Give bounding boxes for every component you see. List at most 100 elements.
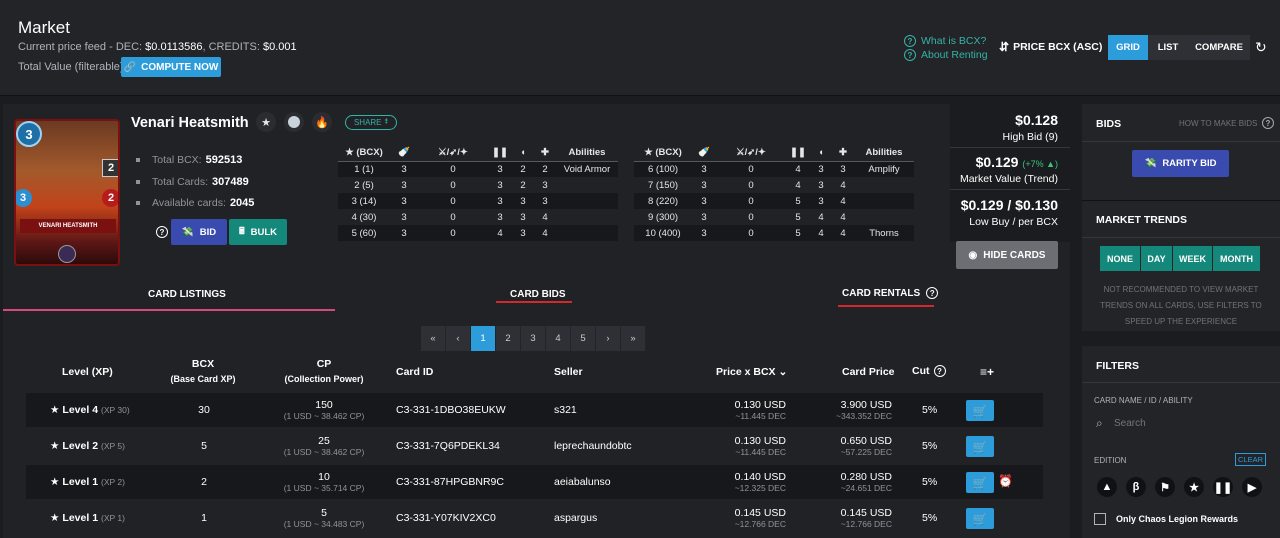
star-icon: ★ bbox=[50, 512, 60, 524]
sort-dropdown[interactable]: ⇵PRICE BCX (ASC)⌄ bbox=[999, 40, 1115, 54]
pager-first[interactable]: « bbox=[421, 326, 446, 351]
attack-icon: ⚔/➶/✦ bbox=[716, 145, 786, 162]
col-cp[interactable]: CP (Collection Power) bbox=[284, 358, 364, 384]
tab-card-rentals[interactable]: CARD RENTALS? bbox=[842, 287, 939, 299]
chaos-rewards-label: Only Chaos Legion Rewards bbox=[1116, 514, 1239, 524]
clear-button[interactable]: CLEAR bbox=[1235, 453, 1266, 466]
col-card-price[interactable]: Card Price bbox=[842, 366, 895, 378]
edition-chaos-icon[interactable]: ▶ bbox=[1242, 477, 1262, 497]
trend-month-button[interactable]: MONTH bbox=[1213, 246, 1260, 271]
question-icon[interactable]: ? bbox=[1262, 117, 1274, 129]
edition-alpha-icon[interactable]: ▲ bbox=[1097, 477, 1117, 497]
bcx-header: ★ (BCX) bbox=[338, 145, 390, 162]
pager-last[interactable]: » bbox=[621, 326, 646, 351]
compute-now-button[interactable]: 🔗 COMPUTE NOW bbox=[121, 57, 221, 77]
ability-cell: Amplify bbox=[854, 161, 914, 177]
col-cut[interactable]: Cut? bbox=[912, 365, 946, 377]
tab-card-bids[interactable]: CARD BIDS bbox=[510, 289, 566, 300]
about-renting-link[interactable]: ? About Renting bbox=[904, 49, 988, 61]
level-cell: 5 bbox=[786, 193, 810, 209]
col-bcx[interactable]: BCX (Base Card XP) bbox=[170, 358, 236, 384]
level-cell: 8 (220) bbox=[634, 193, 692, 209]
buy-cart-button[interactable]: 🛒 bbox=[966, 508, 994, 529]
level-cell: 3 bbox=[810, 161, 832, 177]
card-id-cell[interactable]: C3-331-7Q6PDEKL34 bbox=[396, 440, 500, 452]
pager-page-5[interactable]: 5 bbox=[571, 326, 596, 351]
table-row[interactable]: ★ Level 1 (XP 1) 1 5 (1 USD ~ 34.483 CP) C3-33… bbox=[26, 501, 1043, 535]
buy-cart-button[interactable]: 🛒 bbox=[966, 436, 994, 457]
col-card-id[interactable]: Card ID bbox=[396, 366, 434, 378]
level-cell: 7 (150) bbox=[647, 179, 679, 191]
edition-beta-icon[interactable]: β bbox=[1126, 477, 1146, 497]
bid-button[interactable]: 💸 BID bbox=[171, 219, 227, 245]
seller-cell[interactable]: aspargus bbox=[554, 512, 598, 524]
pager-page-1[interactable]: 1 bbox=[471, 326, 496, 351]
column-menu-icon[interactable]: ≡+ bbox=[980, 365, 995, 379]
table-row[interactable]: ★ Level 4 (XP 30) 30 150 (1 USD ~ 38.462 CP) C… bbox=[26, 393, 1043, 427]
alarm-icon[interactable]: ⏰ bbox=[998, 474, 1013, 488]
level-cell: 3 (14) bbox=[338, 193, 390, 209]
trend-none-button[interactable]: NONE bbox=[1100, 246, 1140, 271]
speed-icon: ❚❚ bbox=[786, 145, 810, 162]
col-level[interactable]: Level (XP) bbox=[62, 366, 113, 378]
pager-page-2[interactable]: 2 bbox=[496, 326, 521, 351]
col-seller[interactable]: Seller bbox=[554, 366, 583, 378]
level-cell: 3 bbox=[401, 179, 407, 191]
hide-cards-button[interactable]: ◉ HIDE CARDS bbox=[956, 241, 1058, 269]
trend-day-button[interactable]: DAY bbox=[1141, 246, 1172, 271]
seller-cell[interactable]: s321 bbox=[554, 404, 577, 416]
edition-promo-icon[interactable]: ⚑ bbox=[1155, 477, 1175, 497]
edition-reward-icon[interactable]: ★ bbox=[1184, 477, 1204, 497]
level-cell: 0 bbox=[748, 179, 754, 191]
level-cell: 3 bbox=[488, 193, 512, 209]
seller-cell[interactable]: leprechaundobtc bbox=[554, 440, 632, 452]
pager-prev[interactable]: ‹ bbox=[446, 326, 471, 351]
search-input[interactable] bbox=[1114, 414, 1264, 432]
level-cell: 3 bbox=[692, 193, 716, 209]
question-icon[interactable]: ? bbox=[156, 226, 168, 238]
tab-card-listings[interactable]: CARD LISTINGS bbox=[148, 289, 226, 300]
ability-cell bbox=[854, 193, 914, 209]
rentals-underline bbox=[838, 305, 934, 307]
view-compare-button[interactable]: COMPARE bbox=[1188, 35, 1250, 60]
ability-cell bbox=[556, 177, 618, 193]
card-id-cell[interactable]: C3-331-Y07KIV2XC0 bbox=[396, 512, 496, 524]
bulk-button[interactable]: 🖩 BULK bbox=[229, 219, 287, 245]
bid-icon: 💸 bbox=[1144, 158, 1157, 169]
how-to-bid-link[interactable]: HOW TO MAKE BIDS bbox=[1179, 119, 1258, 128]
card-id-cell[interactable]: C3-331-87HPGBNR9C bbox=[396, 476, 504, 488]
card-id-cell[interactable]: C3-331-1DBO38EUKW bbox=[396, 404, 506, 416]
sort-down-icon: ⌄ bbox=[778, 366, 788, 378]
level-row: 9 (300) 3 0 5 4 4 bbox=[634, 209, 914, 225]
seller-cell[interactable]: aeiabalunso bbox=[554, 476, 611, 488]
card-image[interactable]: 3 2 3 2 VENARI HEATSMITH bbox=[14, 119, 120, 266]
cp-cell: 10 (1 USD ~ 35.714 CP) bbox=[283, 471, 365, 493]
trend-week-button[interactable]: WEEK bbox=[1173, 246, 1212, 271]
pager-next[interactable]: › bbox=[596, 326, 621, 351]
buy-cart-button[interactable]: 🛒 bbox=[966, 472, 994, 493]
refresh-icon[interactable]: ↻ bbox=[1255, 39, 1267, 55]
cut-cell: 5% bbox=[922, 440, 938, 452]
edition-untamed-icon[interactable]: ❚❚ bbox=[1213, 477, 1233, 497]
buy-cart-button[interactable]: 🛒 bbox=[966, 400, 994, 421]
share-button[interactable]: SHARE ⯒ bbox=[345, 115, 397, 130]
rarity-bid-button[interactable]: 💸 RARITY BID bbox=[1132, 150, 1229, 177]
armor-icon: ◖ bbox=[810, 145, 832, 162]
view-grid-button[interactable]: GRID bbox=[1108, 35, 1148, 60]
table-row[interactable]: ★ Level 1 (XP 2) 2 10 (1 USD ~ 35.714 CP) C3-3… bbox=[26, 465, 1043, 499]
divider bbox=[1082, 200, 1280, 201]
star-icon: ★ bbox=[50, 440, 60, 452]
market-change: (+7% ▲) bbox=[1022, 159, 1058, 169]
level-cell: 3 bbox=[497, 211, 503, 223]
chaos-rewards-checkbox[interactable] bbox=[1094, 513, 1106, 525]
market-value: $0.129 (+7% ▲) bbox=[975, 154, 1058, 170]
card-name: Venari Heatsmith bbox=[131, 115, 249, 131]
what-is-bcx-link[interactable]: ? What is BCX? bbox=[904, 35, 986, 47]
pager-page-4[interactable]: 4 bbox=[546, 326, 571, 351]
price-bcx-cell: 0.130 USD ~11.445 DEC bbox=[734, 399, 786, 421]
col-price-bcx[interactable]: Price x BCX ⌄ bbox=[716, 366, 788, 378]
table-row[interactable]: ★ Level 2 (XP 5) 5 25 (1 USD ~ 38.462 CP) C3-3… bbox=[26, 429, 1043, 463]
view-list-button[interactable]: LIST bbox=[1148, 35, 1188, 60]
pager-page-3[interactable]: 3 bbox=[521, 326, 546, 351]
share-icon: ⯒ bbox=[384, 116, 389, 126]
